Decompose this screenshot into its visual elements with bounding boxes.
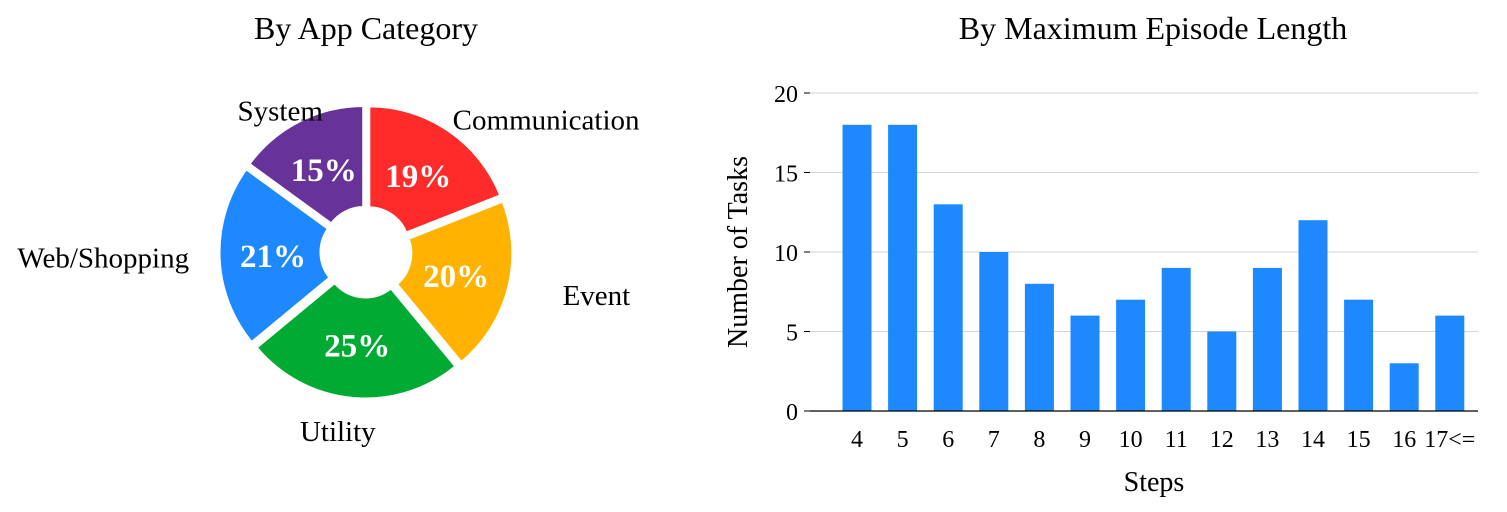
pie-category-label-utility: Utility bbox=[300, 416, 376, 448]
x-tick-label-12: 12 bbox=[1210, 427, 1234, 453]
pie-slice-communication bbox=[367, 104, 503, 236]
x-tick-label-13: 13 bbox=[1255, 427, 1279, 453]
pie-slice-system bbox=[246, 104, 366, 227]
x-axis-title: Steps bbox=[1124, 467, 1185, 498]
pie-chart-panel: By App Category 19% Communication 20% Event… bbox=[0, 0, 740, 512]
x-tick-label-10: 10 bbox=[1119, 427, 1143, 453]
y-tick-label-0: 0 bbox=[786, 400, 798, 426]
x-tick-label-8: 8 bbox=[1033, 427, 1045, 453]
y-tick-label-20: 20 bbox=[774, 82, 798, 108]
pie-percent-label-event: 20% bbox=[423, 259, 489, 295]
x-tick-label-14: 14 bbox=[1301, 427, 1325, 453]
bar-15 bbox=[1344, 299, 1374, 411]
bar-16 bbox=[1389, 363, 1419, 411]
x-tick-label-11: 11 bbox=[1165, 427, 1188, 453]
bar-chart: By Maximum Episode Length 0 5 10 15 20 4 5 6 7 8… bbox=[723, 10, 1478, 498]
bar-4 bbox=[842, 124, 872, 412]
pie-slice-web-shopping bbox=[217, 166, 333, 345]
x-tick-label-15: 15 bbox=[1347, 427, 1371, 453]
pie-category-label-web-shopping: Web/Shopping bbox=[17, 242, 189, 274]
x-tick-label-16: 16 bbox=[1392, 427, 1416, 453]
pie-slice-utility bbox=[254, 280, 459, 401]
bar-17 bbox=[1435, 315, 1465, 411]
pie-chart: By App Category 19%Communication 20% Event… bbox=[17, 10, 640, 448]
bar-11 bbox=[1161, 267, 1191, 411]
bar-6 bbox=[933, 204, 963, 411]
y-tick-label-15: 15 bbox=[774, 162, 798, 188]
bar-chart-title: By Maximum Episode Length bbox=[959, 10, 1347, 46]
x-tick-label-5: 5 bbox=[897, 427, 909, 453]
pie-category-label-communication: Communication bbox=[453, 105, 640, 137]
y-tick-label-10: 10 bbox=[774, 241, 798, 267]
x-tick-label-6: 6 bbox=[942, 427, 954, 453]
bar-12 bbox=[1207, 331, 1237, 411]
x-tick-label-17: 17<= bbox=[1424, 427, 1475, 453]
bar-5 bbox=[888, 124, 918, 412]
pie-percent-label-system: 15% bbox=[291, 153, 357, 189]
bar-14 bbox=[1298, 220, 1328, 411]
pie-slice-event bbox=[394, 199, 515, 365]
y-axis-title: Number of Tasks bbox=[723, 156, 754, 348]
pie-chart-title: By App Category bbox=[254, 10, 478, 46]
x-tick-label-4: 4 bbox=[851, 427, 863, 453]
bar-10 bbox=[1116, 299, 1146, 411]
bar-7 bbox=[979, 252, 1009, 411]
y-tick-label-5: 5 bbox=[786, 321, 798, 347]
bar-13 bbox=[1252, 267, 1282, 411]
pie-category-label-event: Event bbox=[563, 280, 631, 312]
pie-percent-label-utility: 25% bbox=[324, 329, 390, 365]
x-tick-label-9: 9 bbox=[1079, 427, 1091, 453]
pie-percent-label-communication: 19% bbox=[385, 159, 451, 195]
pie-percent-label-web-shopping: 21% bbox=[240, 239, 306, 275]
bar-chart-panel: By Maximum Episode Length 0 5 10 15 20 4 5 6 7 8… bbox=[723, 0, 1507, 512]
pie-category-label-system: System bbox=[238, 96, 324, 128]
bar-9 bbox=[1070, 315, 1100, 411]
bar-8 bbox=[1024, 283, 1054, 411]
x-tick-label-7: 7 bbox=[988, 427, 1000, 453]
